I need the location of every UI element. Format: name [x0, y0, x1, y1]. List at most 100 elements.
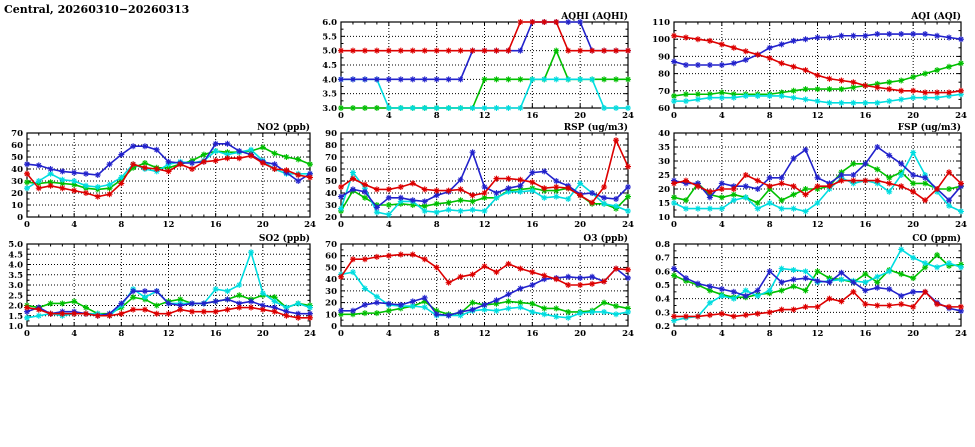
so2-xtick-label: 4 — [71, 329, 77, 339]
co-series-blue — [671, 265, 964, 314]
aqi-ytick-label: 60 — [658, 104, 670, 114]
so2-xtick-label: 24 — [304, 329, 316, 339]
no2-chart-title: NO2 (ppb) — [257, 122, 310, 133]
no2-xtick-label: 20 — [257, 220, 269, 230]
rsp-xtick-label: 24 — [622, 220, 634, 230]
no2-ytick-label: 40 — [11, 165, 23, 175]
co-xtick-label: 20 — [907, 329, 919, 339]
page-title: Central, 20260310−20260313 — [4, 3, 190, 16]
aqi-xtick-label: 20 — [907, 111, 919, 121]
fsp-xtick-label: 8 — [767, 220, 773, 230]
aqhi-chart-title: AQHI (AQHI) — [560, 11, 628, 22]
aqhi-ytick-label: 4.0 — [322, 75, 337, 85]
fsp-ytick-label: 15 — [658, 199, 670, 209]
co-plot-svg: 0.2 0.3 0.4 0.5 0.6 0.7 0.8 0 4 8 12 16 20 24 CO (ppm) — [655, 233, 967, 339]
chart-rsp: 20 30 40 50 60 70 80 90 0 4 8 12 16 20 24 RSP (ug/m3) — [325, 122, 634, 230]
co-xtick-label: 8 — [767, 329, 773, 339]
o3-xtick-label: 4 — [386, 329, 392, 339]
no2-ytick-label: 0 — [17, 213, 23, 223]
so2-ytick-label: 4.5 — [8, 250, 23, 260]
so2-ytick-label: 3.5 — [8, 271, 23, 281]
o3-ytick-label: 30 — [325, 287, 337, 297]
rsp-xtick-label: 8 — [434, 220, 440, 230]
aqi-ytick-label: 90 — [658, 52, 670, 62]
fsp-xtick-label: 4 — [719, 220, 725, 230]
aqi-xtick-label: 16 — [859, 111, 871, 121]
rsp-plot-svg: 20 30 40 50 60 70 80 90 0 4 8 12 16 20 24 RSP (ug/m3) — [325, 122, 634, 230]
aqhi-plot-svg: 3.0 3.5 4.0 4.5 5.0 5.5 6.0 0 4 8 12 16 20 24 AQHI (AQ… — [322, 11, 634, 121]
o3-ytick-label: 20 — [325, 299, 337, 309]
so2-xtick-label: 20 — [257, 329, 269, 339]
fsp-xtick-label: 24 — [955, 220, 967, 230]
chart-so2: 1.0 1.5 2.0 2.5 3.0 3.5 4.0 4.5 5.0 0 4 8 12 16 20 24 SO… — [8, 233, 316, 339]
fsp-xtick-label: 20 — [907, 220, 919, 230]
so2-ytick-label: 1.5 — [8, 312, 23, 322]
so2-xtick-label: 8 — [118, 329, 124, 339]
aqhi-ytick-label: 6.0 — [322, 18, 337, 28]
aqi-xtick-label: 4 — [719, 111, 725, 121]
no2-series-blue — [24, 140, 313, 184]
o3-xtick-label: 8 — [434, 329, 440, 339]
rsp-ytick-label: 90 — [325, 129, 337, 139]
o3-xtick-label: 24 — [622, 329, 634, 339]
chart-aqi: 60 70 80 90 100 110 0 4 8 12 16 20 24 AQI (AQI) — [652, 11, 967, 121]
rsp-series-red — [338, 137, 631, 206]
rsp-xtick-label: 12 — [479, 220, 491, 230]
no2-xtick-label: 12 — [163, 220, 175, 230]
fsp-xtick-label: 12 — [812, 220, 824, 230]
o3-ytick-label: 50 — [325, 263, 337, 273]
no2-ytick-label: 70 — [11, 129, 23, 139]
aqhi-ytick-label: 4.5 — [322, 61, 337, 71]
co-ytick-label: 0.6 — [655, 267, 670, 277]
o3-ytick-label: 60 — [325, 252, 337, 262]
o3-xtick-label: 12 — [479, 329, 491, 339]
so2-xtick-label: 16 — [210, 329, 222, 339]
fsp-xtick-label: 0 — [671, 220, 677, 230]
fsp-ytick-label: 20 — [658, 185, 670, 195]
fsp-ytick-label: 25 — [658, 171, 670, 181]
no2-ytick-label: 60 — [11, 141, 23, 151]
no2-ytick-label: 10 — [11, 201, 23, 211]
aqhi-xtick-label: 4 — [386, 111, 392, 121]
so2-ytick-label: 5.0 — [8, 240, 23, 250]
chart-o3: 0 10 20 30 40 50 60 70 0 4 8 12 16 20 24 O3 (ppb) — [325, 233, 634, 339]
fsp-series-red — [671, 169, 964, 204]
aqi-ytick-label: 70 — [658, 87, 670, 97]
chart-co: 0.2 0.3 0.4 0.5 0.6 0.7 0.8 0 4 8 12 16 20 24 CO (ppm) — [655, 233, 967, 339]
rsp-xtick-label: 16 — [526, 220, 538, 230]
o3-ytick-label: 10 — [325, 310, 337, 320]
aqhi-ytick-label: 5.5 — [322, 32, 337, 42]
no2-xtick-label: 8 — [118, 220, 124, 230]
no2-xtick-label: 16 — [210, 220, 222, 230]
o3-ytick-label: 70 — [325, 240, 337, 250]
fsp-ytick-label: 30 — [658, 157, 670, 167]
co-xtick-label: 16 — [859, 329, 871, 339]
rsp-ytick-label: 70 — [325, 153, 337, 163]
no2-ytick-label: 50 — [11, 153, 23, 163]
no2-ytick-label: 30 — [11, 177, 23, 187]
so2-xtick-label: 0 — [24, 329, 30, 339]
rsp-ytick-label: 40 — [325, 189, 337, 199]
so2-series-red — [24, 304, 313, 321]
so2-plot-svg: 1.01.52.02.53.03.54.04.55.0 0 4 8 12 16 20 24 SO… — [8, 233, 316, 339]
o3-xtick-label: 16 — [526, 329, 538, 339]
no2-series-red — [24, 152, 313, 200]
rsp-series-blue — [338, 149, 631, 211]
aqhi-xtick-label: 20 — [574, 111, 586, 121]
co-xtick-label: 24 — [955, 329, 967, 339]
aqhi-xtick-label: 0 — [338, 111, 344, 121]
co-xtick-label: 0 — [671, 329, 677, 339]
co-ytick-label: 0.5 — [655, 281, 670, 291]
so2-ytick-label: 1.0 — [8, 322, 23, 332]
so2-ytick-label: 2.5 — [8, 291, 23, 301]
rsp-xtick-label: 20 — [574, 220, 586, 230]
co-ytick-label: 0.8 — [655, 240, 670, 250]
o3-xtick-label: 20 — [574, 329, 586, 339]
rsp-xtick-label: 0 — [338, 220, 344, 230]
chart-no2: 0 10 20 30 40 50 60 70 0 4 8 12 16 20 24 NO2 (ppb) — [11, 122, 316, 230]
so2-ytick-label: 4.0 — [8, 261, 23, 271]
co-xtick-label: 12 — [812, 329, 824, 339]
aqhi-ytick-label: 3.5 — [322, 90, 337, 100]
fsp-plot-svg: 10 15 20 25 30 35 40 0 4 8 12 16 20 24 FSP (ug/m3) — [658, 122, 967, 230]
